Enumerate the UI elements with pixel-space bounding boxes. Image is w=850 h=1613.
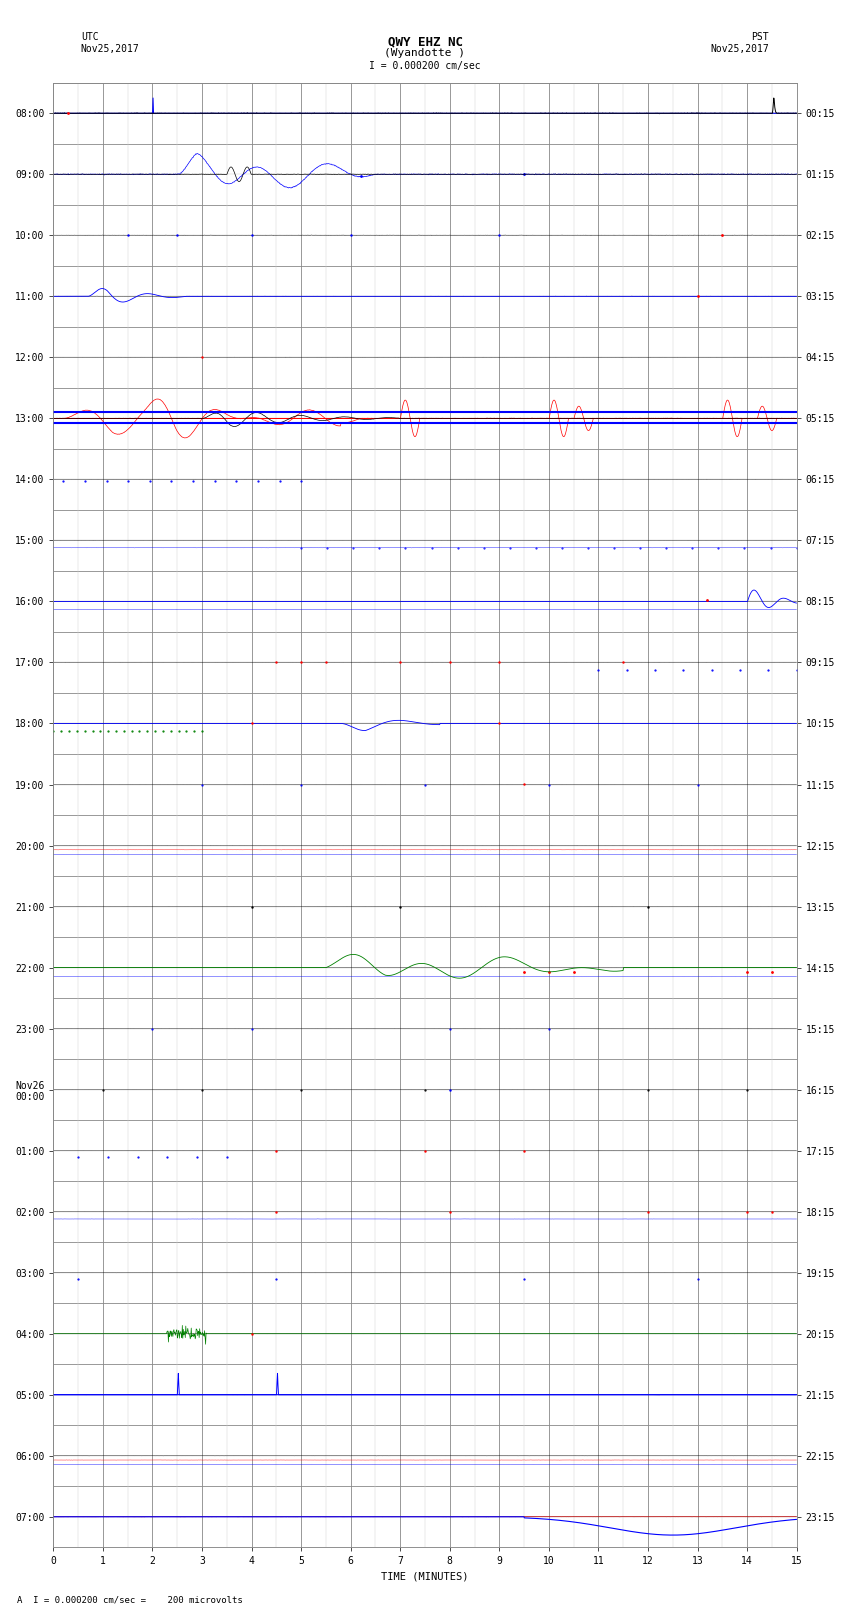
Text: QWY EHZ NC: QWY EHZ NC <box>388 35 462 48</box>
Text: A  I = 0.000200 cm/sec =    200 microvolts: A I = 0.000200 cm/sec = 200 microvolts <box>17 1595 243 1605</box>
Text: (Wyandotte ): (Wyandotte ) <box>384 48 466 58</box>
Text: I = 0.000200 cm/sec: I = 0.000200 cm/sec <box>369 61 481 71</box>
X-axis label: TIME (MINUTES): TIME (MINUTES) <box>382 1573 468 1582</box>
Text: UTC
Nov25,2017: UTC Nov25,2017 <box>81 32 139 53</box>
Text: PST
Nov25,2017: PST Nov25,2017 <box>711 32 769 53</box>
